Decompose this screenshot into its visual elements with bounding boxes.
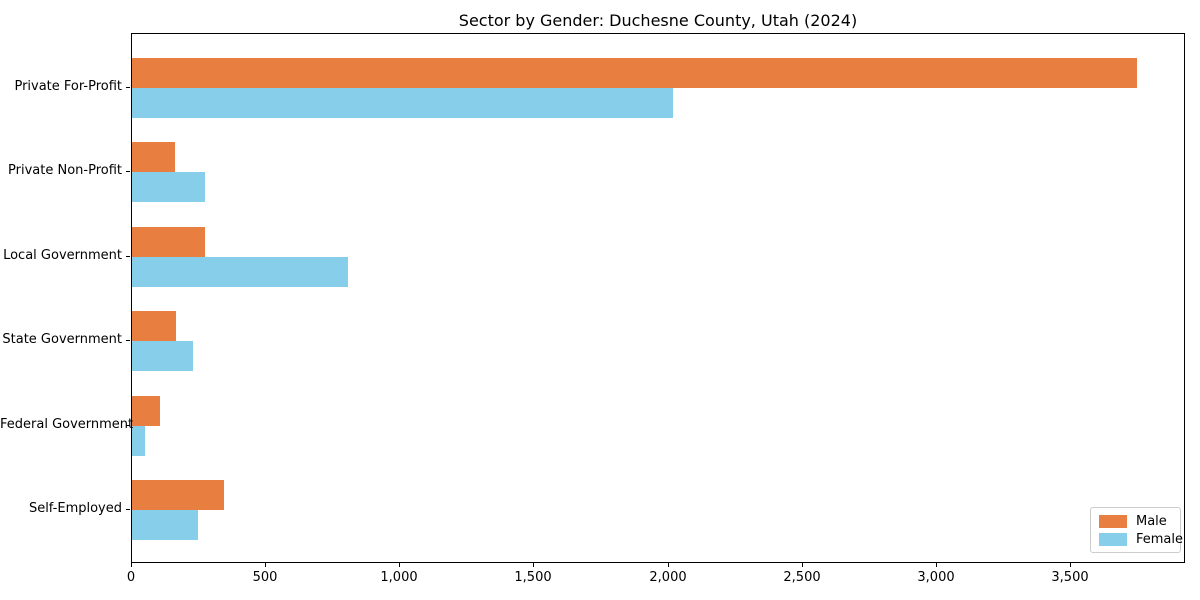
y-tick-label: Local Government	[3, 248, 122, 263]
y-tick-mark	[126, 340, 130, 341]
y-tick-mark	[126, 425, 130, 426]
x-tick-mark	[533, 563, 534, 567]
legend-item-female: Female	[1099, 531, 1183, 547]
bar-female-4	[132, 341, 193, 371]
bar-male-4	[132, 311, 176, 341]
y-tick-label: Private Non-Profit	[8, 163, 122, 178]
x-tick-mark	[399, 563, 400, 567]
x-tick-mark	[668, 563, 669, 567]
legend-label-female: Female	[1136, 531, 1184, 547]
y-tick-mark	[126, 87, 130, 88]
y-tick-mark	[126, 509, 130, 510]
bar-female-6	[132, 510, 198, 540]
x-tick-mark	[1070, 563, 1071, 567]
legend-item-male: Male	[1099, 513, 1173, 529]
y-tick-mark	[126, 256, 130, 257]
y-tick-label: State Government	[2, 332, 122, 347]
bar-female-2	[132, 172, 205, 202]
y-tick-label: Federal Government	[0, 417, 134, 432]
legend: Male Female	[1090, 507, 1183, 553]
female-series-swatch	[1099, 532, 1127, 546]
x-tick-label: 1,500	[514, 570, 552, 585]
x-tick-label: 0	[126, 570, 136, 585]
x-tick-mark	[936, 563, 937, 567]
y-tick-label: Self-Employed	[28, 501, 122, 516]
chart-title: Sector by Gender: Duchesne County, Utah …	[458, 11, 858, 30]
x-tick-label: 2,000	[649, 570, 687, 585]
bar-male-6	[132, 480, 224, 510]
x-tick-label: 1,000	[380, 570, 418, 585]
x-tick-mark	[131, 563, 132, 567]
male-series-swatch	[1099, 514, 1127, 528]
bar-female-5	[132, 426, 145, 456]
bar-male-1	[132, 58, 1137, 88]
x-tick-label: 3,000	[917, 570, 955, 585]
x-tick-mark	[265, 563, 266, 567]
plot-area	[131, 33, 1185, 563]
bar-male-5	[132, 396, 160, 426]
bar-female-1	[132, 88, 673, 118]
bar-male-3	[132, 227, 205, 257]
bar-male-2	[132, 142, 175, 172]
legend-label-male: Male	[1136, 513, 1167, 529]
bar-female-3	[132, 257, 348, 287]
x-tick-label: 500	[252, 570, 278, 585]
x-tick-label: 3,500	[1051, 570, 1089, 585]
x-tick-mark	[802, 563, 803, 567]
y-tick-mark	[126, 171, 130, 172]
x-tick-label: 2,500	[783, 570, 821, 585]
y-tick-label: Private For-Profit	[14, 79, 122, 94]
